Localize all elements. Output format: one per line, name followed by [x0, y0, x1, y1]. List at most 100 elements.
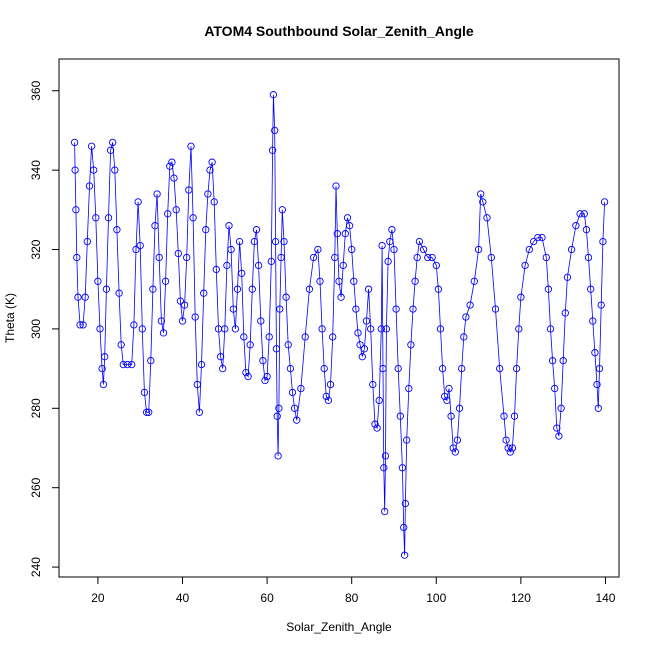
data-point: [332, 182, 340, 190]
data-point: [309, 253, 318, 262]
data-point: [170, 174, 178, 182]
data-point: [474, 245, 483, 254]
data-point: [381, 507, 389, 516]
data-point: [364, 285, 373, 293]
data-point: [337, 293, 345, 301]
data-point: [576, 210, 584, 218]
data-point: [219, 364, 227, 373]
data-point: [384, 257, 392, 266]
data-point: [140, 388, 149, 397]
data-point: [197, 360, 206, 369]
data-point: [99, 380, 108, 389]
x-axis-label: Solar_Zenith_Angle: [286, 620, 392, 634]
data-point: [470, 277, 478, 285]
data-point: [106, 146, 115, 154]
data-point: [280, 237, 288, 246]
data-point: [183, 253, 191, 262]
data-point: [379, 364, 387, 373]
y-axis-label: Theta (K): [3, 293, 17, 343]
x-tick-label: 40: [176, 591, 190, 605]
data-point: [233, 285, 242, 293]
data-point: [407, 341, 415, 349]
data-point: [76, 321, 84, 329]
data-point: [212, 265, 220, 274]
data-point: [257, 317, 265, 325]
data-point: [268, 146, 277, 154]
data-point: [392, 305, 400, 313]
data-point: [555, 432, 563, 440]
data-point: [276, 305, 284, 313]
data-point: [500, 412, 508, 420]
x-tick-label: 100: [426, 591, 446, 605]
data-point: [282, 293, 290, 301]
data-point: [145, 408, 153, 416]
data-point: [453, 436, 462, 444]
data-point: [187, 142, 195, 150]
data-point: [297, 384, 305, 393]
data-point: [542, 253, 550, 262]
data-point: [142, 408, 151, 416]
x-tick-label: 120: [511, 591, 531, 605]
data-point: [104, 214, 113, 222]
x-tick-label: 80: [345, 591, 359, 605]
data-point: [305, 285, 314, 293]
data-point: [83, 237, 91, 246]
data-point: [74, 293, 82, 301]
data-point: [434, 285, 443, 293]
data-point: [600, 198, 609, 206]
data-point: [557, 404, 565, 412]
data-point: [458, 364, 466, 373]
data-point: [394, 364, 402, 373]
data-point: [466, 301, 474, 309]
data-point: [352, 305, 360, 313]
data-point: [335, 277, 343, 285]
data-point: [378, 241, 386, 250]
data-point: [117, 341, 125, 349]
data-point: [599, 237, 607, 246]
data-point: [240, 333, 248, 341]
x-tick-label: 60: [260, 591, 274, 605]
data-point: [278, 206, 286, 214]
data-point: [597, 301, 605, 309]
data-point: [242, 368, 250, 377]
data-point: [265, 333, 273, 341]
data-point: [274, 452, 282, 460]
data-point: [275, 404, 283, 412]
data-point: [96, 325, 104, 333]
data-point: [595, 364, 604, 373]
y-axis: 240 260 280 300 320 340 360: [29, 80, 60, 577]
data-point: [185, 186, 193, 194]
data-point: [559, 357, 567, 365]
data-point: [216, 353, 225, 361]
data-point: [403, 436, 411, 444]
data-point: [589, 317, 597, 325]
data-point: [382, 325, 391, 333]
chart-title: ATOM4 Southbound Solar_Zenith_Angle: [204, 23, 474, 39]
data-point: [174, 249, 182, 258]
data-point: [229, 305, 237, 313]
data-point: [561, 309, 569, 317]
data-point: [360, 345, 369, 353]
data-point: [250, 237, 259, 246]
data-point: [339, 261, 347, 270]
data-point: [504, 444, 512, 452]
data-point: [271, 126, 279, 135]
y-tick-label: 320: [29, 239, 43, 259]
data-point: [460, 333, 468, 341]
data-point: [235, 237, 244, 246]
data-point: [534, 233, 542, 242]
data-point: [375, 396, 383, 405]
data-point: [396, 412, 404, 420]
data-point: [441, 392, 449, 401]
data-point: [85, 182, 94, 190]
data-point: [587, 285, 595, 293]
data-point: [109, 138, 117, 147]
data-point: [348, 245, 356, 254]
data-point: [512, 364, 521, 373]
data-point: [301, 333, 309, 341]
data-point: [79, 321, 87, 329]
data-point: [331, 253, 339, 262]
data-point: [272, 345, 281, 353]
data-point: [178, 317, 187, 325]
data-point: [367, 325, 375, 333]
